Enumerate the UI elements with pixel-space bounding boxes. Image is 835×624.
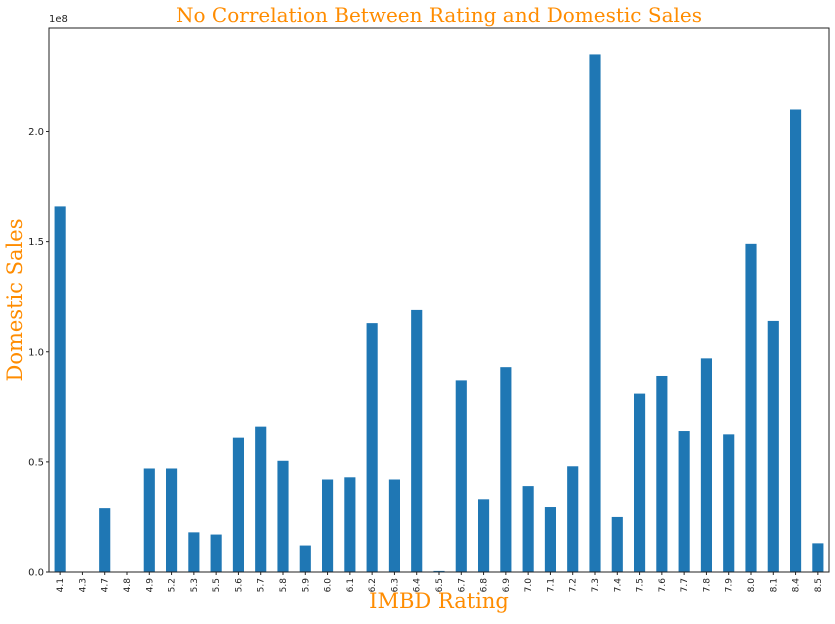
bar-7.8 (700, 358, 712, 572)
x-tick-label: 7.3 (591, 578, 601, 592)
bar-4.7 (99, 508, 111, 572)
x-tick-label: 4.7 (101, 578, 111, 592)
x-tick-label: 7.9 (725, 578, 735, 593)
bar-6.9 (500, 367, 512, 572)
bar-5.5 (210, 534, 222, 572)
bar-5.6 (232, 437, 244, 572)
bar-6.1 (344, 477, 356, 572)
bar-8.1 (767, 320, 779, 572)
x-tick-label: 6.3 (390, 578, 400, 592)
y-ticks-group: 0.0 0.5 1.0 1.5 2.0 (28, 127, 49, 579)
bar-7.9 (723, 434, 735, 572)
x-tick-label: 7.5 (636, 578, 646, 592)
x-tick-label: 6.9 (502, 578, 512, 593)
bar-7.5 (634, 393, 646, 572)
bar-7.2 (567, 466, 579, 572)
x-tick-label: 6.5 (435, 578, 445, 592)
bar-7.6 (656, 375, 668, 572)
x-tick-label: 4.1 (56, 578, 66, 592)
y-scale-label: 1e8 (49, 14, 68, 25)
x-tick-label: 5.5 (212, 578, 222, 592)
x-tick-label: 7.4 (613, 578, 623, 593)
y-tick-label: 1.5 (28, 237, 44, 248)
bar-4.1 (54, 206, 66, 572)
x-tick-label: 7.6 (658, 578, 668, 593)
x-tick-label: 8.1 (769, 578, 779, 592)
bar-4.9 (143, 468, 155, 572)
bar-5.8 (277, 460, 289, 572)
y-axis-title: Domestic Sales (3, 218, 27, 381)
bar-6.8 (478, 499, 490, 572)
x-tick-label: 6.4 (413, 578, 423, 593)
x-tick-label: 8.0 (747, 578, 757, 593)
x-tick-label: 4.9 (145, 578, 155, 593)
bar-6.2 (366, 323, 378, 572)
bar-6.0 (322, 479, 334, 572)
x-tick-label: 6.7 (457, 578, 467, 592)
bar-6.4 (411, 309, 423, 572)
x-axis-title: IMBD Rating (369, 589, 509, 613)
x-tick-label: 4.8 (123, 578, 133, 593)
x-tick-label: 4.3 (78, 578, 88, 592)
x-tick-label: 5.2 (168, 578, 178, 592)
bar-7.4 (611, 516, 623, 572)
bar-8.4 (790, 109, 802, 573)
bar-5.2 (166, 468, 178, 572)
x-tick-label: 8.5 (814, 578, 824, 592)
x-tick-label: 6.2 (368, 578, 378, 592)
x-tick-label: 7.0 (524, 578, 534, 593)
bars-group (54, 54, 824, 573)
y-tick-label: 2.0 (28, 127, 44, 138)
x-tick-label: 7.1 (546, 578, 556, 592)
y-tick-label: 0.5 (28, 457, 44, 468)
bar-5.7 (255, 426, 267, 572)
x-tick-label: 8.4 (792, 578, 802, 593)
bar-5.9 (299, 545, 311, 572)
bar-6.5 (433, 570, 445, 572)
plot-frame (48, 27, 830, 573)
x-tick-label: 5.9 (301, 578, 311, 593)
x-tick-label: 7.8 (702, 578, 712, 593)
x-tick-label: 7.7 (680, 578, 690, 592)
bar-7.7 (678, 431, 690, 572)
bar-8.5 (812, 543, 824, 572)
x-tick-label: 6.0 (324, 578, 334, 593)
bar-8.0 (745, 243, 757, 572)
x-tick-label: 5.3 (190, 578, 200, 592)
bar-6.7 (455, 380, 467, 572)
chart-title: No Correlation Between Rating and Domest… (176, 3, 702, 27)
x-tick-label: 6.1 (346, 578, 356, 592)
y-tick-label: 0.0 (28, 568, 44, 579)
x-tick-label: 5.6 (234, 578, 244, 593)
x-tick-label: 6.8 (480, 578, 490, 593)
x-tick-label: 5.8 (279, 578, 289, 593)
y-tick-label: 1.0 (28, 347, 44, 358)
bar-5.3 (188, 532, 200, 572)
x-ticks-group: 4.1 4.3 4.7 4.8 4.9 5.2 5.3 5.5 5.6 5.7 5.8 5.9 6.0 6… (56, 572, 824, 592)
x-tick-label: 5.7 (257, 578, 267, 592)
bar-7.1 (544, 507, 556, 572)
bar-7.0 (522, 486, 534, 572)
bar-7.3 (589, 54, 601, 573)
x-tick-label: 7.2 (569, 578, 579, 592)
bar-6.3 (388, 479, 400, 572)
